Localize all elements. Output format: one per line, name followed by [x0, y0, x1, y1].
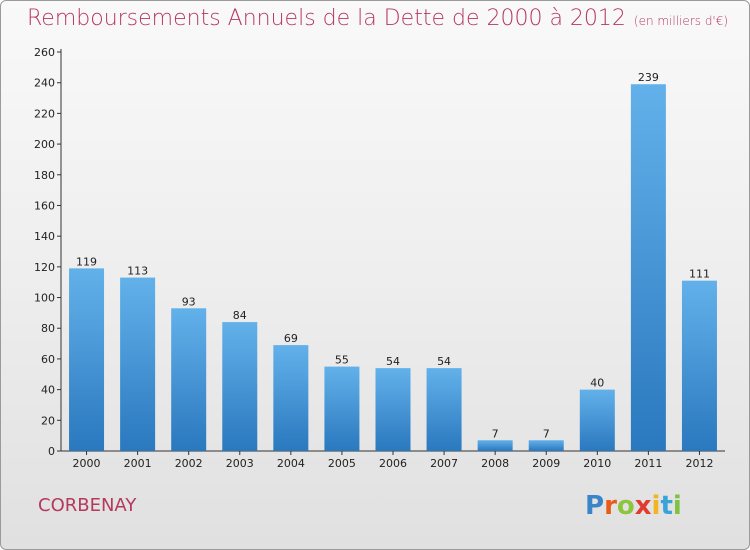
x-tick-label: 2012 [685, 457, 713, 470]
y-tick-label: 40 [41, 384, 55, 397]
x-tick-label: 2002 [175, 457, 203, 470]
bar [579, 389, 615, 451]
data-label: 40 [590, 377, 604, 390]
y-tick-label: 60 [41, 353, 55, 366]
logo-letter: o [616, 491, 635, 521]
data-label: 119 [76, 255, 97, 268]
bar [120, 277, 156, 451]
x-tick-label: 2006 [379, 457, 407, 470]
y-tick-label: 100 [34, 292, 55, 305]
y-tick-label: 20 [41, 414, 55, 427]
logo-letter: r [604, 491, 617, 521]
x-tick-label: 2009 [532, 457, 560, 470]
bar [375, 368, 411, 451]
x-tick-label: 2000 [73, 457, 101, 470]
x-tick-label: 2008 [481, 457, 509, 470]
logo-letter: x [634, 491, 652, 521]
data-label: 54 [386, 355, 400, 368]
data-label: 93 [182, 295, 196, 308]
data-label: 55 [335, 354, 349, 367]
x-tick-label: 2005 [328, 457, 356, 470]
y-tick-label: 260 [34, 46, 55, 59]
x-tick-label: 2004 [277, 457, 305, 470]
x-tick-label: 2003 [226, 457, 254, 470]
chart-title: Remboursements Annuels de la Dette de 20… [27, 6, 728, 31]
data-label: 7 [492, 427, 499, 440]
bar [477, 440, 513, 451]
y-tick-label: 220 [34, 107, 55, 120]
logo-letter: P [585, 491, 605, 521]
bar [426, 368, 462, 451]
title-text: Remboursements Annuels de la Dette de 20… [27, 6, 626, 31]
y-tick-label: 80 [41, 322, 55, 335]
y-tick-label: 0 [48, 445, 55, 458]
logo-letter: i [672, 491, 682, 521]
bar [69, 268, 105, 451]
data-label: 69 [284, 332, 298, 345]
logo-letter: i [651, 491, 661, 521]
y-tick-label: 160 [34, 199, 55, 212]
city-name: CORBENAY [38, 495, 137, 516]
y-tick-label: 240 [34, 77, 55, 90]
bar [528, 440, 564, 451]
x-tick-label: 2010 [583, 457, 611, 470]
x-tick-label: 2007 [430, 457, 458, 470]
data-label: 239 [638, 71, 659, 84]
proxiti-logo: Proxiti [585, 491, 682, 521]
x-tick-label: 2001 [124, 457, 152, 470]
data-label: 111 [689, 268, 710, 281]
data-label: 113 [127, 265, 148, 278]
data-label: 7 [543, 427, 550, 440]
bar [222, 322, 258, 451]
bar [171, 308, 207, 451]
unit-label: (en milliers d'€) [633, 14, 729, 28]
bar [273, 345, 309, 451]
x-tick-label: 2011 [634, 457, 662, 470]
y-tick-label: 180 [34, 169, 55, 182]
y-tick-label: 120 [34, 261, 55, 274]
logo-letter: t [660, 491, 673, 521]
y-tick-label: 200 [34, 138, 55, 151]
data-label: 84 [233, 309, 247, 322]
data-label: 54 [437, 355, 451, 368]
y-tick-label: 140 [34, 230, 55, 243]
bar [630, 84, 666, 451]
bar [324, 366, 360, 451]
bar [681, 280, 717, 451]
